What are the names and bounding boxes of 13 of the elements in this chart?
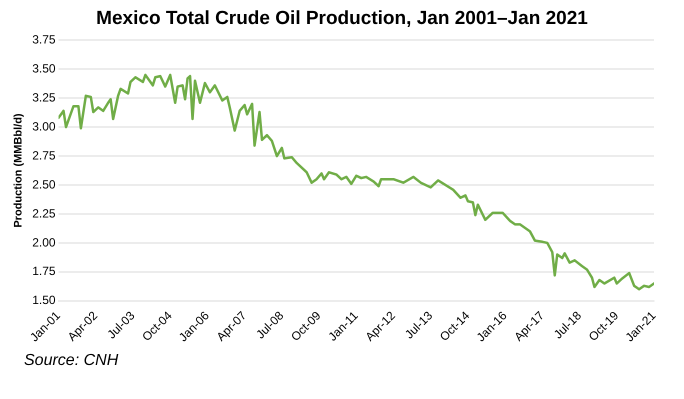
y-axis-title: Production (MMBbl/d) [12,113,25,228]
y-tick-label: 3.00 [32,119,56,134]
y-tick-label: 1.50 [32,293,56,308]
y-tick-label: 2.75 [32,148,56,162]
y-tick-label: 3.25 [32,90,56,104]
y-tick-label: 3.50 [32,61,56,76]
chart-title: Mexico Total Crude Oil Production, Jan 2001–Jan 2021 [95,8,589,30]
y-tick-label: 2.25 [32,206,56,220]
y-tick-label: 2.00 [32,235,56,250]
source-note: Source: CNH [24,352,120,370]
y-tick-label: 2.50 [32,177,56,192]
y-tick-label: 1.75 [32,264,56,278]
y-tick-label: 3.75 [32,32,56,47]
